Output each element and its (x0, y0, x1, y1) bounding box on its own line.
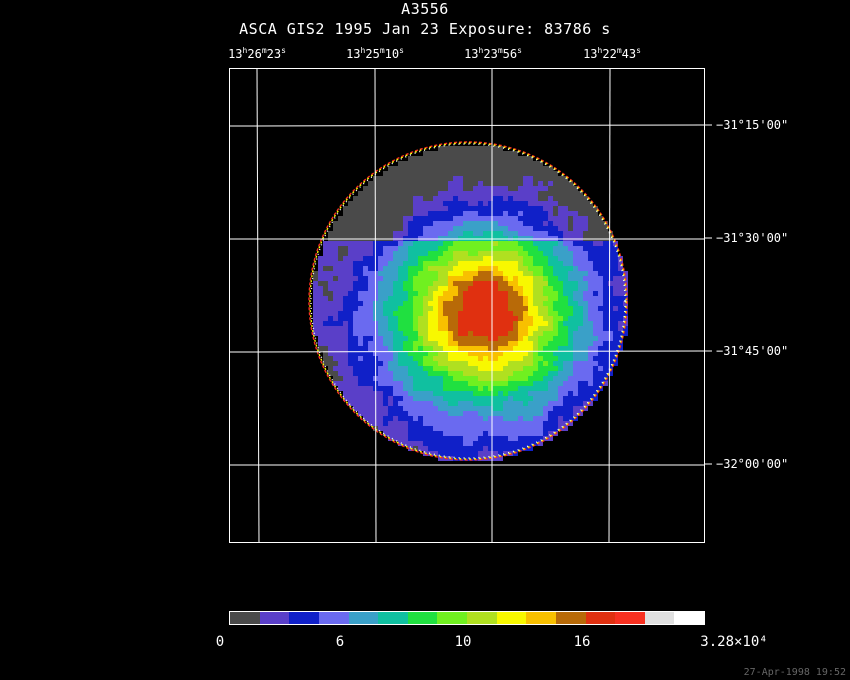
colorbar-swatch (437, 612, 467, 624)
colorbar-label-16: 16 (573, 634, 591, 650)
image-title: A3556 (401, 0, 449, 18)
dec-label-4: −32°00'00" (716, 457, 789, 471)
xray-intensity-map (230, 69, 704, 542)
intensity-pixels (313, 146, 628, 461)
colorbar-label-0: 0 (215, 634, 225, 650)
dec-label-2: −31°30'00" (716, 231, 789, 245)
colorbar-swatch (348, 612, 379, 624)
colorbar-swatch (318, 612, 349, 624)
colorbar-swatch (230, 612, 260, 624)
ra-label-2: 13h25m10s (346, 46, 404, 61)
colorbar-swatch (644, 612, 675, 624)
colorbar-swatch (289, 612, 319, 624)
colorbar-swatch (407, 612, 438, 624)
detector-rim (308, 141, 628, 461)
colorbar-swatch (378, 612, 408, 624)
colorbar-swatch (496, 612, 527, 624)
colorbar-swatch (259, 612, 290, 624)
colorbar-swatch (674, 612, 704, 624)
ra-label-1: 13h26m23s (228, 46, 286, 61)
observation-info: ASCA GIS2 1995 Jan 23 Exposure: 83786 s (239, 20, 611, 38)
ra-label-3: 13h23m56s (464, 46, 522, 61)
colorbar-label-6: 6 (335, 634, 345, 650)
xray-image-frame (229, 68, 705, 543)
dec-label-3: −31°45'00" (716, 344, 789, 358)
colorbar-label-max: 3.28×10⁴ (700, 634, 768, 650)
colorbar (229, 611, 705, 625)
coordinate-grid (230, 69, 704, 542)
colorbar-label-10: 10 (454, 634, 472, 650)
render-timestamp: 27-Apr-1998 19:52 (743, 667, 846, 678)
colorbar-swatch (615, 612, 645, 624)
ra-label-4: 13h22m43s (583, 46, 641, 61)
dec-label-1: −31°15'00" (716, 118, 789, 132)
colorbar-swatch (555, 612, 586, 624)
colorbar-swatch (585, 612, 616, 624)
colorbar-swatch (526, 612, 556, 624)
colorbar-swatch (467, 612, 497, 624)
